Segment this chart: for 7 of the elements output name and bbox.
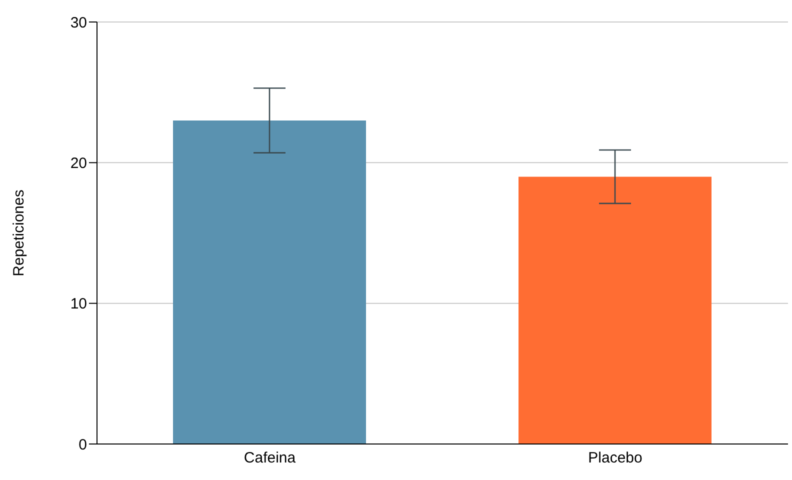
x-tick-label: Cafeina bbox=[244, 450, 296, 467]
y-tick-label: 20 bbox=[70, 154, 87, 172]
x-tick-label: Placebo bbox=[588, 450, 642, 467]
y-tick-label: 0 bbox=[78, 436, 87, 454]
y-tick-label: 30 bbox=[70, 14, 87, 32]
y-axis-title: Repeticiones bbox=[10, 190, 28, 276]
y-tick-label: 10 bbox=[70, 296, 87, 313]
